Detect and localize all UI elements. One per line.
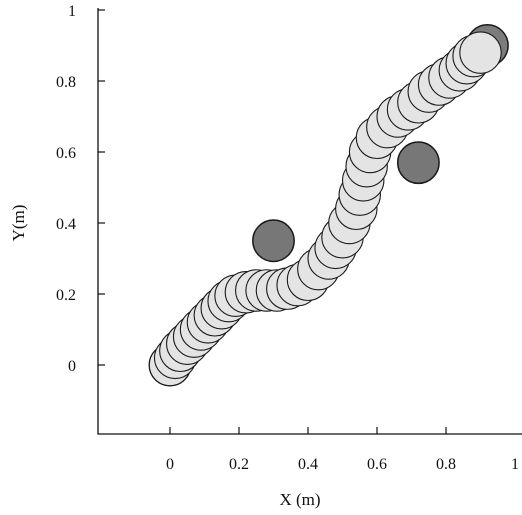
y-axis-label: Y(m) xyxy=(9,205,28,242)
x-tick-label: 0.6 xyxy=(367,456,387,473)
y-tick-label: 1 xyxy=(68,3,76,20)
obstacle-point xyxy=(396,141,440,185)
obstacle-point xyxy=(252,219,295,263)
x-axis-label: X (m) xyxy=(279,490,320,509)
plot-clip-area xyxy=(148,24,509,387)
x-tick-label: 0.8 xyxy=(436,456,456,473)
y-axis-ticks: 0 0.2 0.4 0.6 0.8 1 xyxy=(56,3,105,375)
trajectory-point xyxy=(459,31,502,74)
y-tick-label: 0.8 xyxy=(56,74,76,91)
axis-frame xyxy=(97,8,522,435)
x-tick-label: 0.2 xyxy=(229,456,249,473)
chart-marks xyxy=(148,24,509,387)
y-tick-label: 0.2 xyxy=(56,287,76,304)
y-tick-label: 0.6 xyxy=(56,145,76,162)
x-tick-label: 1 xyxy=(511,456,519,473)
y-tick-label: 0 xyxy=(68,358,76,375)
x-tick-label: 0 xyxy=(166,456,174,473)
x-axis-ticks: 0 0.2 0.4 0.6 0.8 1 xyxy=(166,427,519,473)
x-tick-label: 0.4 xyxy=(298,456,318,473)
y-tick-label: 0.4 xyxy=(56,216,76,233)
